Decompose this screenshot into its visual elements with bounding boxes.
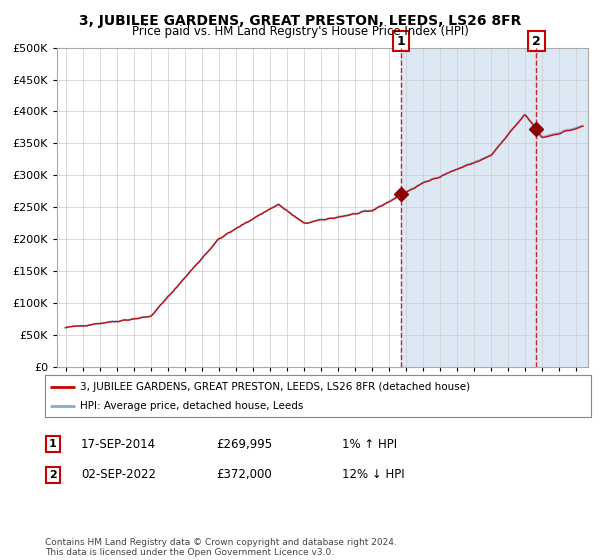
Text: 12% ↓ HPI: 12% ↓ HPI	[342, 468, 404, 482]
Text: 1: 1	[49, 439, 56, 449]
Text: HPI: Average price, detached house, Leeds: HPI: Average price, detached house, Leed…	[80, 401, 304, 411]
Text: £269,995: £269,995	[216, 437, 272, 451]
Text: 17-SEP-2014: 17-SEP-2014	[81, 437, 156, 451]
Text: £372,000: £372,000	[216, 468, 272, 482]
Text: 1: 1	[397, 35, 406, 48]
Text: 1% ↑ HPI: 1% ↑ HPI	[342, 437, 397, 451]
Text: Price paid vs. HM Land Registry's House Price Index (HPI): Price paid vs. HM Land Registry's House …	[131, 25, 469, 38]
Text: Contains HM Land Registry data © Crown copyright and database right 2024.
This d: Contains HM Land Registry data © Crown c…	[45, 538, 397, 557]
Bar	[401, 48, 588, 367]
Text: 3, JUBILEE GARDENS, GREAT PRESTON, LEEDS, LS26 8FR: 3, JUBILEE GARDENS, GREAT PRESTON, LEEDS…	[79, 14, 521, 28]
Text: 02-SEP-2022: 02-SEP-2022	[81, 468, 156, 482]
Text: 2: 2	[49, 470, 56, 480]
Text: 3, JUBILEE GARDENS, GREAT PRESTON, LEEDS, LS26 8FR (detached house): 3, JUBILEE GARDENS, GREAT PRESTON, LEEDS…	[80, 381, 470, 391]
Text: 2: 2	[532, 35, 541, 48]
